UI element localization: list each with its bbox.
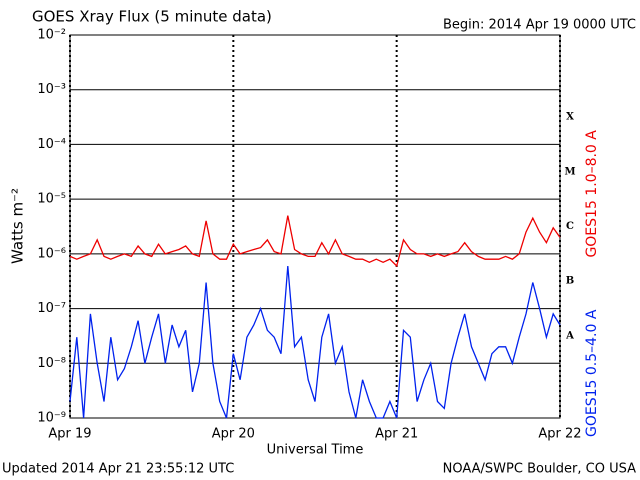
y-tick-label: 10⁻⁸ (37, 356, 66, 371)
x-tick-label: Apr 20 (212, 427, 255, 442)
flare-class-label: M (564, 166, 575, 177)
chart-subtitle: Begin: 2014 Apr 19 0000 UTC (443, 18, 636, 33)
legend-label: GOES15 1.0–8.0 A (584, 130, 600, 258)
flare-class-label: A (565, 330, 574, 341)
series-line (69, 215, 561, 268)
x-tick-label: Apr 19 (48, 427, 91, 442)
x-tick-label: Apr 22 (538, 427, 581, 442)
plot-frame (69, 34, 561, 419)
flare-class-label: C (566, 221, 574, 232)
legend-label: GOES15 0.5–4.0 A (584, 309, 600, 437)
chart-title: GOES Xray Flux (5 minute data) (32, 8, 272, 26)
footer-right: NOAA/SWPC Boulder, CO USA (443, 462, 636, 477)
y-tick-label: 10⁻⁹ (37, 411, 66, 426)
y-tick-label: 10⁻⁶ (37, 246, 66, 261)
y-tick-label: 10⁻⁵ (37, 192, 66, 207)
y-tick-label: 10⁻⁴ (37, 137, 66, 152)
x-tick-label: Apr 21 (375, 427, 418, 442)
footer-left: Updated 2014 Apr 21 23:55:12 UTC (2, 462, 234, 477)
y-tick-label: 10⁻³ (37, 82, 66, 97)
x-axis-label: Universal Time (267, 443, 364, 458)
series-line (69, 265, 561, 419)
y-axis-label: Watts m⁻² (9, 188, 27, 264)
y-tick-label: 10⁻⁷ (37, 301, 66, 316)
y-tick-label: 10⁻² (37, 28, 66, 43)
flare-class-label: X (566, 112, 574, 123)
flare-class-label: B (566, 276, 574, 287)
